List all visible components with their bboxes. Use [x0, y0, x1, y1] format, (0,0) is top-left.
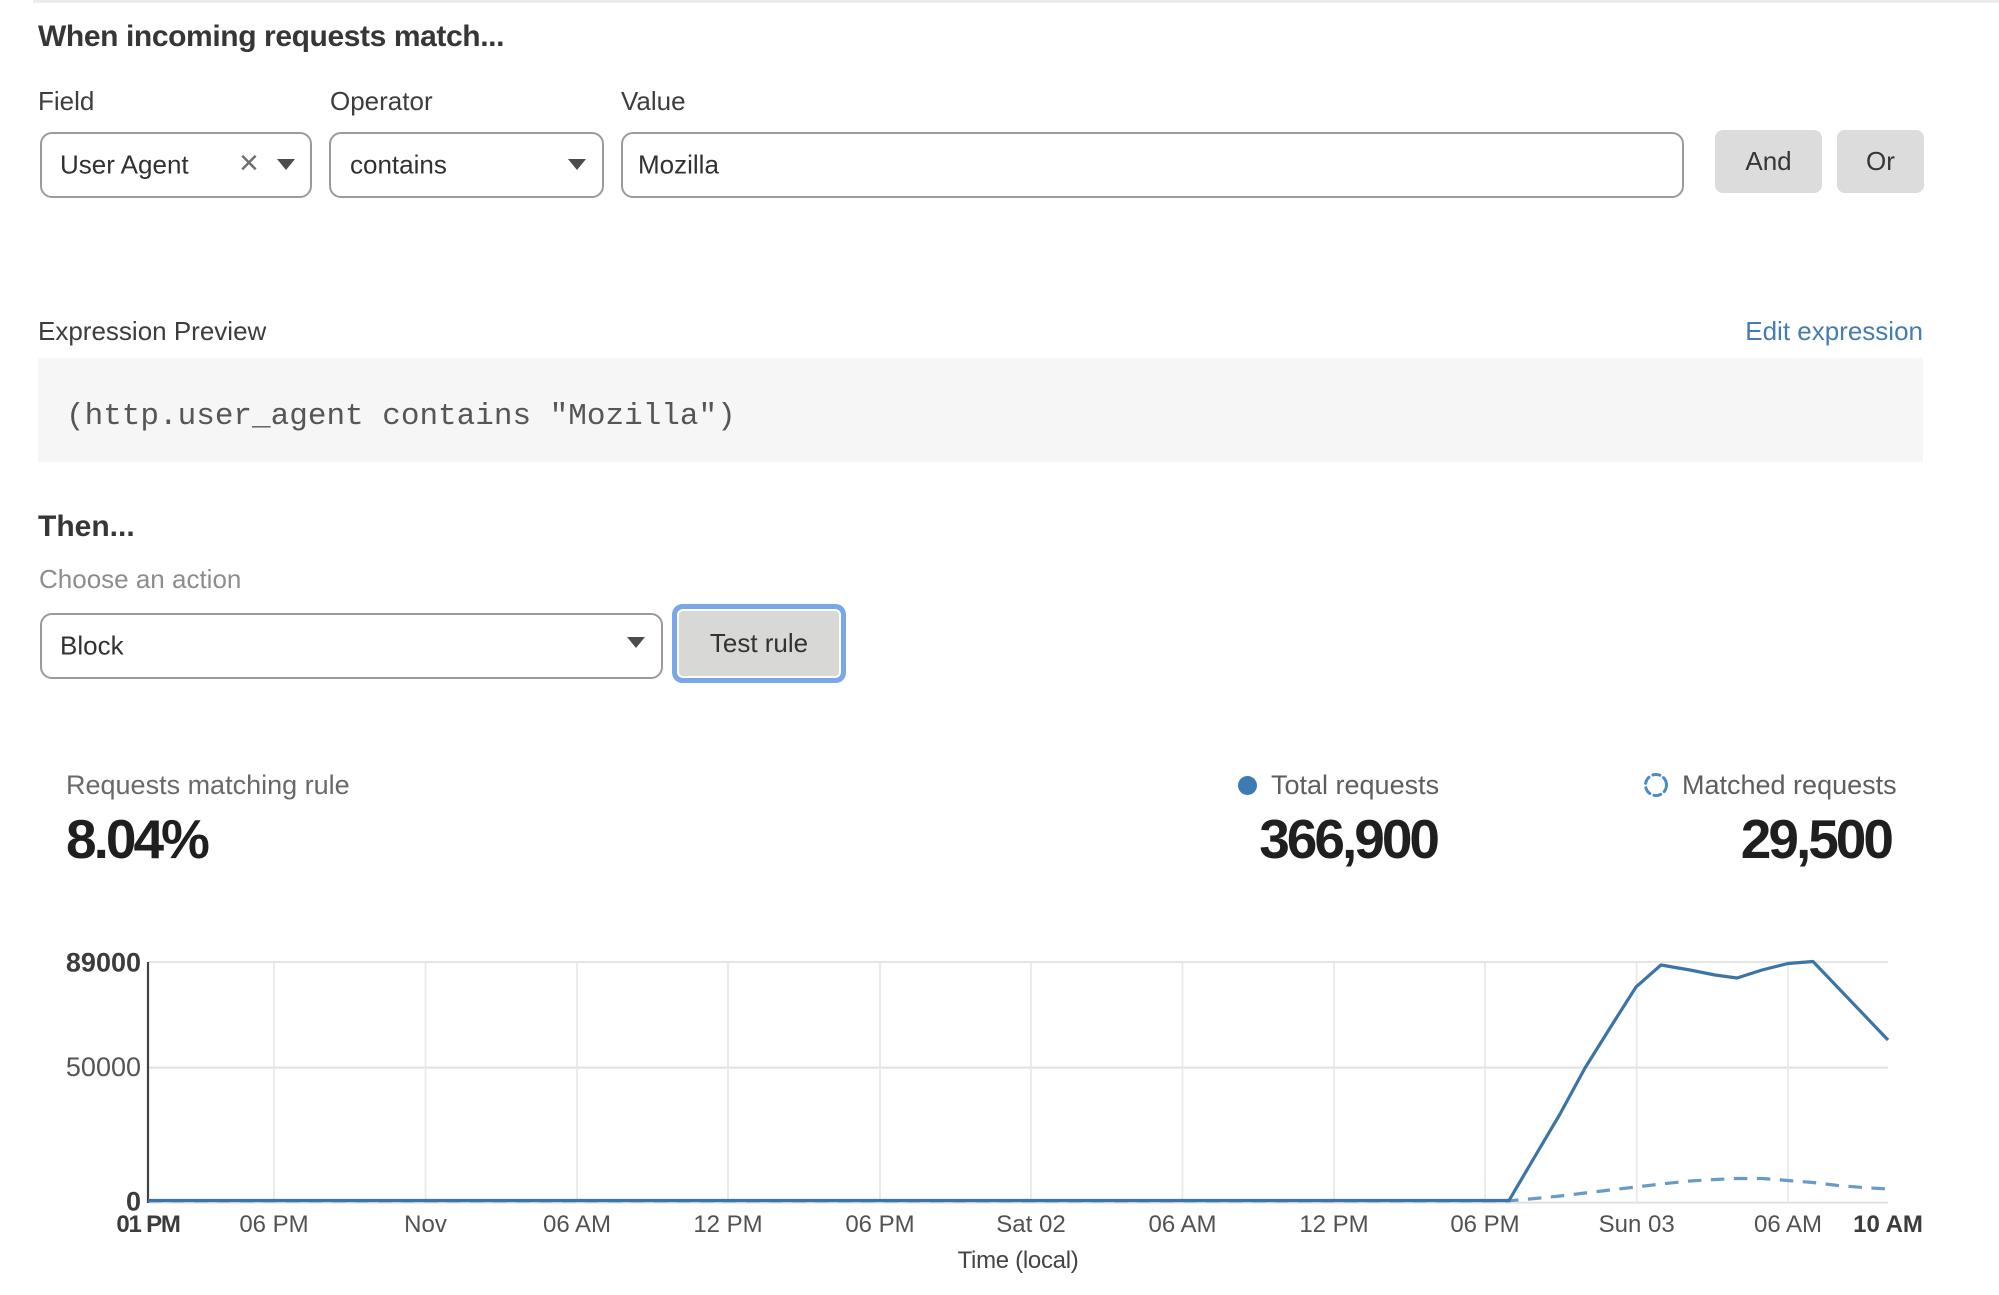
svg-text:06 AM: 06 AM [1148, 1211, 1216, 1238]
svg-text:06 PM: 06 PM [239, 1211, 308, 1238]
svg-text:12 PM: 12 PM [693, 1211, 762, 1238]
svg-text:01 PM: 01 PM [116, 1211, 180, 1238]
svg-text:50000: 50000 [66, 1052, 141, 1082]
svg-text:10 AM: 10 AM [1853, 1211, 1923, 1238]
svg-text:Nov: Nov [404, 1211, 447, 1238]
svg-text:Sat 02: Sat 02 [996, 1211, 1065, 1238]
svg-text:06 PM: 06 PM [845, 1211, 914, 1238]
svg-text:89000: 89000 [66, 948, 141, 978]
svg-text:06 AM: 06 AM [1754, 1211, 1822, 1238]
svg-text:06 AM: 06 AM [543, 1211, 611, 1238]
svg-text:0: 0 [126, 1187, 141, 1217]
svg-text:06 PM: 06 PM [1450, 1211, 1519, 1238]
svg-text:Sun 03: Sun 03 [1599, 1211, 1675, 1238]
svg-text:12 PM: 12 PM [1299, 1211, 1368, 1238]
svg-text:Time (local): Time (local) [958, 1247, 1079, 1274]
